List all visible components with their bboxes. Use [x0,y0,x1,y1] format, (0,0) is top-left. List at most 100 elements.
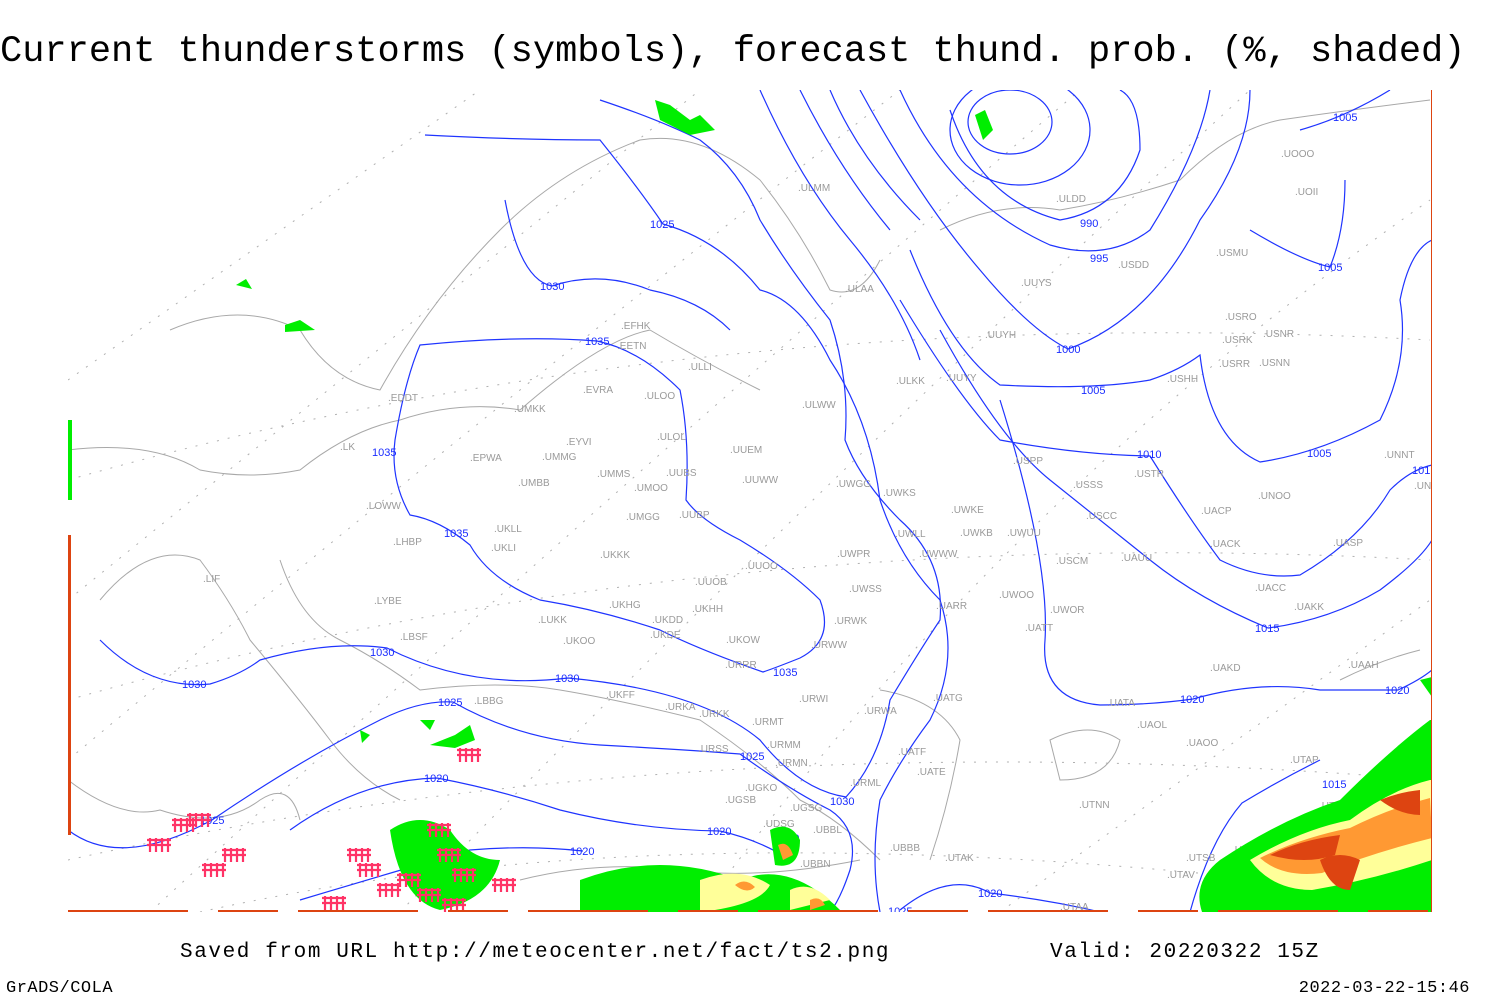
isobar-label: 1020 [1180,694,1204,706]
map-title: Current thunderstorms (symbols), forecas… [0,31,1466,73]
isobar-label: 1000 [1056,344,1080,356]
isobar-label: 1025 [888,906,912,918]
station-label: .EYVI [566,437,592,448]
station-label: .USSS [1073,480,1103,491]
station-label: .LOWW [366,501,402,512]
isobar-label: 1015 [1322,779,1346,791]
station-label: .UWKE [951,505,984,516]
station-label: .LBBG [474,696,504,707]
station-label: .UMBB [518,478,550,489]
station-label: .EFHK [621,321,651,332]
station-label: .UKKK [600,550,630,561]
station-label: .UTAA [1060,902,1089,913]
station-label: .UBBL [813,825,842,836]
station-label: .UAUU [1121,553,1152,564]
station-label: .USRR [1219,359,1250,370]
isobar-label: 1035 [372,447,396,459]
thunderstorm-symbol [417,888,441,902]
station-label: .UMKK [514,404,546,415]
station-label: .UGSG [790,803,822,814]
isobar-label: 101 [1412,465,1430,477]
thunderstorm-symbol [437,848,461,862]
isobars [68,90,1432,912]
isobar-label: 1030 [40,459,64,471]
station-label: .UACP [1201,506,1232,517]
station-label: .UKDE [650,630,681,641]
isobar-1010 [899,299,1432,577]
isobar-label: 1025 [200,815,224,827]
station-label: .UKHG [609,600,641,611]
thunderstorm-symbol [357,863,381,877]
isobar-label: 1035 [773,667,797,679]
isobar-label: 1020 [978,888,1002,900]
isobar-label: 1025 [650,219,674,231]
station-label: .UARR [936,601,967,612]
station-label: .UWOO [999,590,1034,601]
station-label: .LK [340,442,355,453]
station-label: .UATT [1025,623,1053,634]
station-label: .USCM [1056,556,1088,567]
station-label: .UKOO [563,636,595,647]
station-labels: .EDDT .UMKK .EYVI .EPWA .UMMG .UMBB .LK .LOWW .L… [203,149,1432,913]
station-label: .URMN [775,758,808,769]
station-label: .ULAA [845,284,874,295]
station-label: .URMM [767,740,801,751]
isobar-1015 [939,329,1432,629]
station-label: .UOII [1295,187,1318,198]
isobar-990 [949,90,1141,221]
station-label: .EDDT [388,393,418,404]
station-label: .UUBS [666,468,697,479]
station-label: .UOOO [1281,149,1315,160]
thunderstorm-probability-shading [68,100,1432,912]
station-label: .UUBP [679,510,710,521]
station-label: .UGKO [745,783,777,794]
isobar-label: 1025 [740,751,764,763]
thunderstorm-symbol [492,878,516,892]
station-label: .ULWW [802,400,836,411]
station-label: .URKK [699,709,730,720]
station-label: .UKLI [491,543,516,554]
station-label: .UUYH [985,330,1016,341]
station-label: .ULMM [798,183,830,194]
isobar-1005 [909,239,1432,463]
isobar-1020-east [999,399,1432,706]
station-label: .ULOO [644,391,675,402]
isobar-1025 [68,701,854,912]
station-label: .UUOB [695,577,727,588]
isobar-label: 1035 [444,528,468,540]
isobar-1030-north [504,199,731,331]
station-label: .URWI [799,694,828,705]
isobar-1035 [393,338,826,673]
station-label: .UBBB [890,843,920,854]
station-label: .UWPR [837,549,870,560]
isobar-1005-north [1249,90,1391,268]
isobar-label: 1030 [370,647,394,659]
station-label: .USNR [1263,329,1294,340]
thunderstorm-symbol [202,863,226,877]
map-frame-edge [1431,90,1432,912]
isobar-label: 1005 [1333,112,1357,124]
isobar-label: 1005 [1081,385,1105,397]
station-label: .URML [850,778,882,789]
station-label: .URKA [665,702,696,713]
thunderstorm-symbol [442,898,466,912]
station-label: .UWKB [960,528,993,539]
isobar-label: 1030 [182,679,206,691]
station-label: .UACK [1210,539,1241,550]
coastlines [68,99,1431,881]
isobar-label: 1015 [1255,623,1279,635]
station-label: .URSS [698,744,729,755]
station-label: .LBSF [400,632,428,643]
station-label: .UTAV [1167,870,1195,881]
station-label: .EETN [617,341,646,352]
isobar-label: 1005 [1318,262,1342,274]
station-label: .LYBE [374,596,402,607]
station-label: .UAAH [1348,660,1379,671]
isobar-label: 1030 [555,673,579,685]
station-label: .UNOO [1258,491,1291,502]
station-label: .EPWA [470,453,502,464]
isobar-labels: 1025 1030 1035 1035 1035 1035 1030 1030 1030 1025… [40,112,1430,918]
station-label: .EVRA [583,385,613,396]
station-label: .USMU [1216,248,1248,259]
